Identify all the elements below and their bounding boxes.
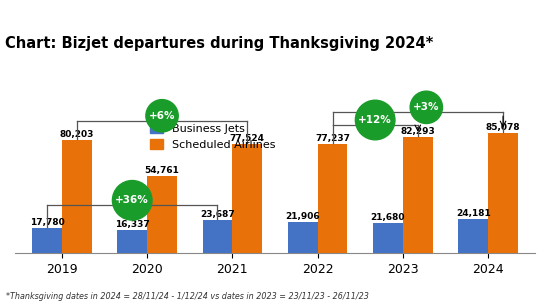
Text: 77,237: 77,237	[315, 135, 350, 144]
Bar	[373, 223, 403, 253]
Text: 16,337: 16,337	[115, 220, 150, 229]
Text: 77,524: 77,524	[230, 134, 265, 143]
Text: 23,687: 23,687	[200, 210, 235, 219]
Bar	[32, 228, 62, 253]
Text: 17,780: 17,780	[30, 218, 64, 227]
Text: Chart: Bizjet departures during Thanksgiving 2024*: Chart: Bizjet departures during Thanksgi…	[4, 36, 433, 51]
Text: 85,078: 85,078	[486, 123, 520, 132]
Bar	[403, 137, 433, 253]
Bar	[117, 230, 147, 253]
Legend: Business Jets, Scheduled Airlines: Business Jets, Scheduled Airlines	[145, 119, 280, 155]
Bar	[202, 220, 233, 253]
Text: 21,906: 21,906	[285, 212, 320, 221]
Bar	[488, 133, 518, 253]
Text: *Thanksgiving dates in 2024 = 28/11/24 - 1/12/24 vs dates in 2023 = 23/11/23 - 2: *Thanksgiving dates in 2024 = 28/11/24 -…	[6, 292, 368, 301]
Text: 21,680: 21,680	[371, 213, 405, 222]
Text: 82,293: 82,293	[400, 127, 435, 136]
Text: +3%: +3%	[413, 102, 439, 112]
Bar	[288, 222, 317, 253]
Bar	[233, 144, 262, 253]
Text: +36%: +36%	[116, 195, 149, 205]
Bar	[458, 219, 488, 253]
Text: 80,203: 80,203	[59, 130, 94, 139]
Text: 54,761: 54,761	[145, 166, 179, 175]
Text: +12%: +12%	[358, 115, 392, 125]
Bar	[147, 176, 177, 253]
Text: +6%: +6%	[149, 111, 175, 121]
Bar	[62, 140, 92, 253]
Text: 24,181: 24,181	[456, 209, 491, 218]
Bar	[317, 144, 348, 253]
